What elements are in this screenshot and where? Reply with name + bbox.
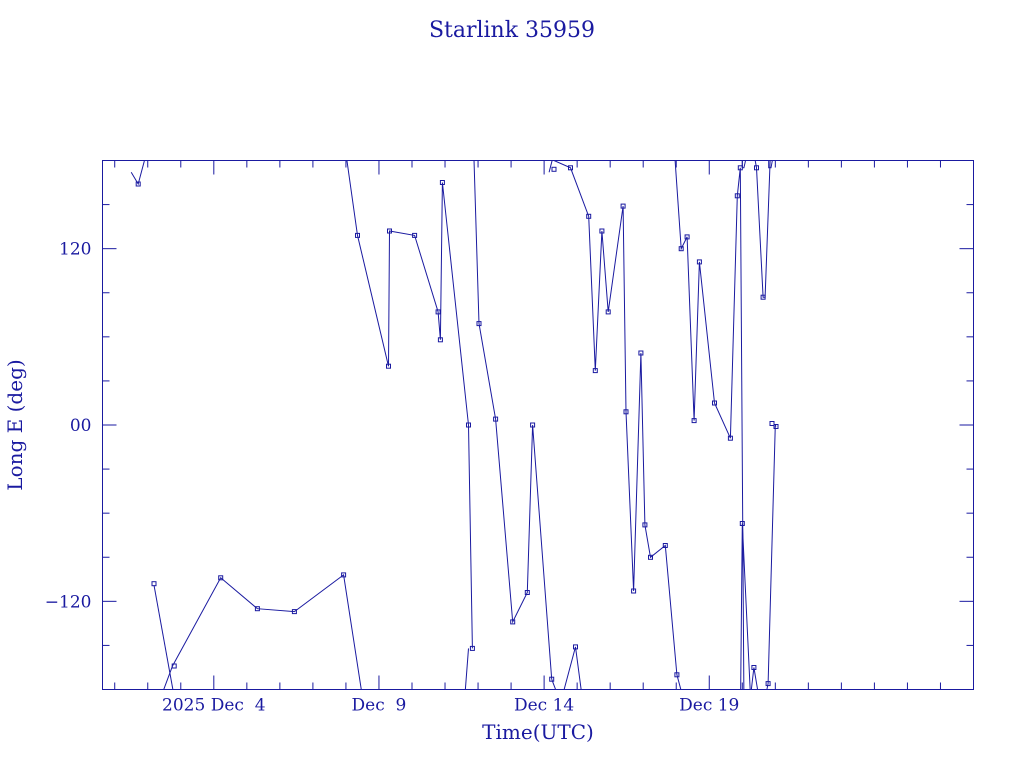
data-point: [493, 416, 499, 422]
data-point: [218, 575, 224, 581]
series-line-segment: [754, 160, 771, 298]
data-point: [734, 193, 740, 199]
data-point: [696, 259, 702, 265]
data-markers: [135, 165, 779, 687]
data-point: [135, 181, 141, 187]
data-point: [642, 522, 648, 528]
x-tick-label: Dec 9: [352, 696, 407, 716]
series-line-segment: [741, 160, 747, 169]
data-point: [254, 606, 260, 612]
plot-frame: [102, 160, 974, 690]
y-axis-label: Long E (deg): [3, 359, 27, 490]
data-point: [751, 665, 757, 670]
data-point: [573, 644, 578, 650]
data-point: [510, 619, 516, 625]
data-point: [476, 321, 482, 327]
series-line-segment: [473, 160, 553, 680]
y-tick-label: −120: [45, 592, 92, 612]
data-point: [662, 543, 668, 548]
data-point: [691, 418, 697, 424]
data-point: [674, 672, 680, 678]
data-point: [684, 234, 690, 240]
series-line-segment: [766, 424, 777, 690]
data-point: [631, 588, 637, 594]
data-point: [765, 681, 771, 687]
data-point: [712, 400, 717, 406]
data-point: [592, 368, 598, 374]
data-point: [151, 581, 157, 587]
data-point: [605, 309, 611, 315]
chart-title: Starlink 35959: [429, 18, 595, 43]
data-series: [130, 160, 777, 690]
data-point: [620, 203, 626, 209]
series-line-segment: [551, 679, 557, 690]
data-point: [412, 232, 418, 238]
data-point: [386, 363, 391, 369]
series-line-segment: [740, 523, 751, 690]
data-point: [435, 309, 441, 315]
data-point: [530, 422, 536, 428]
data-point: [341, 572, 347, 578]
data-point: [754, 165, 759, 171]
axis-ticks: [102, 160, 974, 690]
series-line-segment: [346, 160, 473, 649]
data-point: [769, 421, 775, 426]
data-point: [623, 409, 629, 415]
series-line-segment: [563, 646, 582, 690]
series-line-segment: [674, 160, 745, 690]
series-line-segment: [153, 585, 174, 690]
data-point: [291, 609, 297, 615]
data-point: [524, 590, 530, 595]
data-point: [437, 337, 443, 343]
series-line-segment: [464, 648, 469, 690]
x-tick-label: Dec 14: [514, 696, 574, 716]
data-point: [638, 350, 644, 356]
series-line-segment: [548, 160, 553, 173]
data-point: [551, 166, 557, 172]
y-tick-label: 00: [70, 416, 92, 436]
data-point: [727, 435, 733, 441]
series-line-segment: [768, 160, 773, 169]
data-point: [773, 424, 779, 429]
data-point: [469, 645, 475, 651]
data-point: [549, 676, 555, 682]
series-line-segment: [163, 574, 362, 690]
x-tick-label: Dec 19: [679, 696, 739, 716]
data-point: [387, 228, 392, 234]
series-line-segment: [553, 160, 682, 690]
x-axis-label: Time(UTC): [482, 720, 594, 744]
data-point: [737, 165, 743, 171]
series-line-segment: [130, 160, 145, 186]
series-line-segment: [750, 667, 759, 690]
data-point: [355, 232, 360, 238]
x-tick-label: 2025 Dec 4: [162, 696, 266, 716]
data-point: [599, 228, 605, 234]
data-point: [760, 294, 766, 300]
data-point: [739, 521, 745, 526]
data-point: [439, 180, 445, 185]
data-point: [648, 554, 653, 560]
data-point: [586, 213, 592, 219]
y-tick-label: 120: [59, 240, 91, 260]
data-point: [678, 246, 684, 252]
data-point: [568, 165, 573, 171]
axis-tick-labels: 2025 Dec 4 Dec 9 Dec 14 Dec 19 120 00 −120: [45, 240, 740, 716]
data-point: [171, 663, 177, 669]
data-point: [466, 422, 471, 428]
